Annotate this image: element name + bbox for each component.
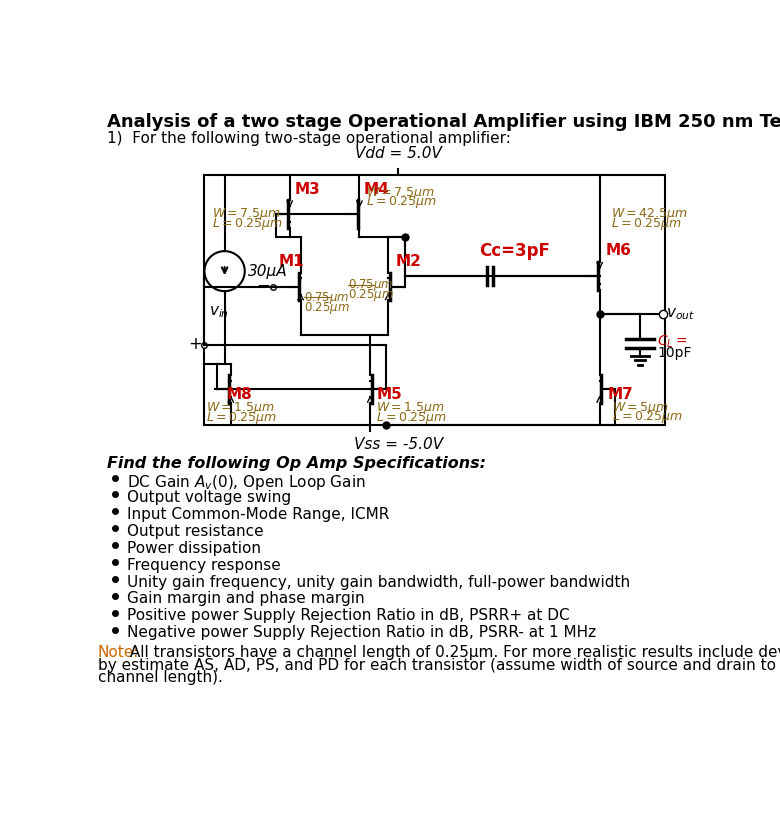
Text: Output resistance: Output resistance — [127, 524, 264, 539]
Text: $L = 0.25\mu m$: $L = 0.25\mu m$ — [366, 195, 437, 210]
Text: Power dissipation: Power dissipation — [127, 540, 261, 555]
Text: Vdd = 5.0V: Vdd = 5.0V — [355, 146, 441, 161]
Text: $L = 0.25\mu m$: $L = 0.25\mu m$ — [206, 410, 277, 426]
Text: $0.25\mu m$: $0.25\mu m$ — [303, 300, 349, 316]
Text: Input Common-Mode Range, ICMR: Input Common-Mode Range, ICMR — [127, 507, 389, 522]
Text: $W = 1.5\mu m$: $W = 1.5\mu m$ — [206, 401, 275, 417]
Text: Frequency response: Frequency response — [127, 558, 281, 573]
Text: $W = 7.5\mu m$: $W = 7.5\mu m$ — [212, 206, 281, 222]
Text: $v_{in}$: $v_{in}$ — [209, 304, 229, 320]
Text: M4: M4 — [364, 182, 390, 197]
Text: $W = 1.5\mu m$: $W = 1.5\mu m$ — [377, 401, 445, 417]
Text: by estimate AS, AD, PS, and PD for each transistor (assume width of source and d: by estimate AS, AD, PS, and PD for each … — [98, 658, 780, 673]
Text: M5: M5 — [377, 387, 402, 402]
Text: Find the following Op Amp Specifications:: Find the following Op Amp Specifications… — [107, 456, 486, 471]
Text: channel length).: channel length). — [98, 670, 222, 685]
Text: $L = 0.25\mu m$: $L = 0.25\mu m$ — [612, 409, 683, 425]
Text: 1)  For the following two-stage operational amplifier:: 1) For the following two-stage operation… — [107, 131, 511, 146]
Text: Analysis of a two stage Operational Amplifier using IBM 250 nm Technology: Analysis of a two stage Operational Ampl… — [107, 113, 780, 130]
Text: Negative power Supply Rejection Ratio in dB, PSRR- at 1 MHz: Negative power Supply Rejection Ratio in… — [127, 625, 596, 640]
Text: All transistors have a channel length of 0.25μm. For more realistic results incl: All transistors have a channel length of… — [126, 645, 780, 660]
Text: Output voltage swing: Output voltage swing — [127, 490, 291, 505]
Text: $0.25\mu m$: $0.25\mu m$ — [348, 286, 393, 302]
Text: M8: M8 — [227, 387, 253, 402]
Text: Gain margin and phase margin: Gain margin and phase margin — [127, 591, 364, 606]
Text: M3: M3 — [294, 182, 320, 197]
Text: $L = 0.25\mu m$: $L = 0.25\mu m$ — [611, 215, 682, 231]
Text: 30μA: 30μA — [248, 264, 288, 279]
Text: $W = 7.5\mu m$: $W = 7.5\mu m$ — [366, 185, 434, 201]
Text: $W = 42.5\mu m$: $W = 42.5\mu m$ — [611, 206, 687, 222]
Text: M1: M1 — [279, 254, 304, 269]
Text: $v_{out}$: $v_{out}$ — [666, 306, 695, 322]
Text: −: − — [257, 276, 271, 295]
Text: +: + — [188, 336, 202, 353]
Text: M7: M7 — [608, 387, 633, 402]
Text: Positive power Supply Rejection Ratio in dB, PSRR+ at DC: Positive power Supply Rejection Ratio in… — [127, 609, 569, 624]
Text: $0.75\mu m$: $0.75\mu m$ — [303, 291, 349, 306]
Text: $L = 0.25\mu m$: $L = 0.25\mu m$ — [212, 215, 283, 231]
Text: Unity gain frequency, unity gain bandwidth, full-power bandwidth: Unity gain frequency, unity gain bandwid… — [127, 574, 630, 590]
Text: Cc=3pF: Cc=3pF — [479, 242, 550, 261]
Text: M2: M2 — [396, 254, 422, 269]
Bar — [204, 175, 665, 425]
Text: $W = 5\mu m$: $W = 5\mu m$ — [612, 400, 669, 416]
Text: Vss = -5.0V: Vss = -5.0V — [353, 438, 443, 453]
Text: $L = 0.25\mu m$: $L = 0.25\mu m$ — [377, 410, 447, 426]
Text: $C_L =$: $C_L =$ — [657, 334, 687, 350]
Text: M6: M6 — [606, 244, 632, 258]
Text: DC Gain $A_v(0)$, Open Loop Gain: DC Gain $A_v(0)$, Open Loop Gain — [127, 473, 366, 492]
Text: Note:: Note: — [98, 645, 139, 660]
Text: 10pF: 10pF — [657, 346, 692, 360]
Text: $0.75\mu m$: $0.75\mu m$ — [348, 277, 393, 293]
